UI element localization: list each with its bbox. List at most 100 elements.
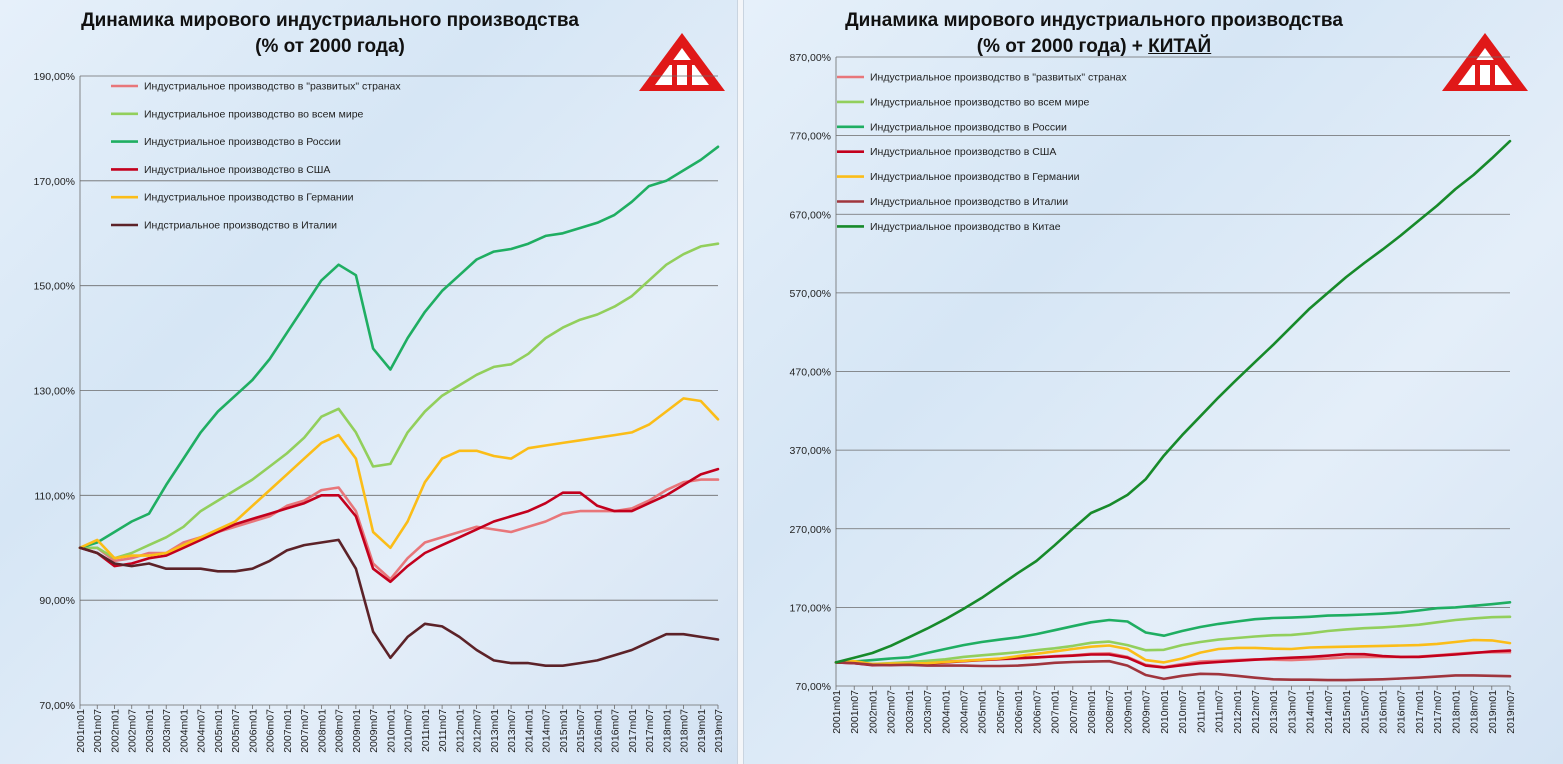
series-line [78, 397, 720, 560]
x-tick-label: 2004m07 [959, 690, 971, 734]
legend-label: Индустриальное производство в Китае [870, 221, 1061, 233]
x-tick-label: 2013m07 [506, 709, 518, 753]
right-chart-title: Динамика мирового индустриального произв… [804, 8, 1384, 60]
x-tick-label: 2013m01 [489, 709, 501, 753]
x-tick-label: 2018m01 [1450, 690, 1462, 734]
x-tick-label: 2005m07 [230, 709, 242, 753]
x-tick-label: 2016m07 [1396, 690, 1408, 734]
x-tick-label: 2007m07 [299, 709, 311, 753]
x-tick-label: 2014m01 [523, 709, 535, 753]
y-tick-label: 150,00% [34, 281, 75, 293]
legend-label: Индустриальное производство в России [870, 121, 1067, 133]
x-tick-label: 2016m01 [1377, 690, 1389, 734]
y-tick-label: 270,00% [790, 524, 831, 536]
y-tick-label: 170,00% [790, 602, 831, 614]
legend-label: Индустриальное производство в "развитых"… [870, 72, 1127, 84]
x-tick-label: 2010m01 [385, 709, 397, 753]
series-line [78, 145, 720, 550]
x-tick-label: 2016m01 [592, 709, 604, 753]
x-tick-label: 2004m01 [178, 709, 190, 753]
right-chart-panel: Динамика мирового индустриального произв… [744, 0, 1563, 764]
x-tick-label: 2012m07 [1250, 690, 1262, 734]
right-chart-title-prefix: (% от 2000 года) + [976, 36, 1149, 57]
x-tick-label: 2018m07 [1469, 690, 1481, 734]
x-tick-label: 2003m01 [904, 690, 916, 734]
y-tick-label: 370,00% [790, 445, 831, 457]
series-line [834, 600, 1512, 664]
x-tick-label: 2003m07 [922, 690, 934, 734]
x-tick-label: 2019m07 [1505, 690, 1517, 734]
x-tick-label: 2008m01 [316, 709, 328, 753]
x-tick-label: 2008m01 [1086, 690, 1098, 734]
x-tick-label: 2007m01 [282, 709, 294, 753]
x-tick-label: 2010m07 [1177, 690, 1189, 734]
x-tick-label: 2008m07 [1104, 690, 1116, 734]
x-tick-label: 2015m07 [1359, 690, 1371, 734]
legend-label: Индустриальное производство в Италии [870, 196, 1068, 208]
legend-label: Индустриальное производство во всем мире [870, 96, 1090, 108]
x-tick-label: 2010m07 [403, 709, 415, 753]
x-tick-label: 2010m01 [1159, 690, 1171, 734]
x-tick-label: 2004m01 [940, 690, 952, 734]
legend-label: Индустриальное производство в Германии [870, 171, 1080, 183]
x-tick-label: 2014m07 [1323, 690, 1335, 734]
x-tick-label: 2018m01 [661, 709, 673, 753]
x-tick-label: 2017m01 [627, 709, 639, 753]
y-tick-label: 870,00% [790, 52, 831, 64]
panel-divider[interactable] [737, 0, 744, 764]
x-tick-label: 2019m07 [713, 709, 725, 753]
x-tick-label: 2007m01 [1050, 690, 1062, 734]
x-tick-label: 2004m07 [196, 709, 208, 753]
series-line [78, 478, 720, 581]
x-tick-label: 2013m07 [1286, 690, 1298, 734]
x-tick-label: 2003m01 [144, 709, 156, 753]
x-tick-label: 2005m07 [995, 690, 1007, 734]
left-chart-title-line2: (% от 2000 года) [255, 36, 405, 57]
series-line [78, 242, 720, 560]
right-chart-title-china: КИТАЙ [1148, 36, 1212, 57]
x-tick-label: 2002m07 [127, 709, 139, 753]
x-tick-label: 2011m01 [420, 709, 432, 752]
left-chart-title-line1: Динамика мирового индустриального произв… [81, 10, 579, 31]
x-tick-label: 2009m07 [368, 709, 380, 753]
x-tick-label: 2016m07 [610, 709, 622, 753]
x-tick-label: 2015m07 [575, 709, 587, 753]
x-tick-label: 2005m01 [977, 690, 989, 734]
legend-label: Индустриальное производство во всем мире [144, 108, 364, 120]
red-triangle-logo-icon [1442, 33, 1528, 91]
x-tick-label: 2003m07 [161, 709, 173, 753]
y-tick-label: 70,00% [39, 700, 75, 712]
legend-label: Индустриальное производство в США [870, 146, 1056, 158]
y-tick-label: 130,00% [34, 386, 75, 398]
x-tick-label: 2002m01 [867, 690, 879, 734]
x-tick-label: 2009m01 [1122, 690, 1134, 734]
y-tick-label: 190,00% [34, 71, 75, 83]
series-line [78, 467, 720, 584]
y-tick-label: 470,00% [790, 367, 831, 379]
x-tick-label: 2009m01 [351, 709, 363, 753]
x-tick-label: 2017m07 [644, 709, 656, 753]
x-tick-label: 2011m07 [437, 709, 449, 752]
x-tick-label: 2001m07 [92, 709, 104, 753]
x-tick-label: 2012m07 [472, 709, 484, 753]
x-tick-label: 2019m01 [1487, 690, 1499, 734]
series-line [78, 538, 720, 668]
y-tick-label: 90,00% [39, 595, 75, 607]
x-tick-label: 2006m07 [265, 709, 277, 753]
x-tick-label: 2012m01 [454, 709, 466, 753]
x-tick-label: 2013m01 [1268, 690, 1280, 734]
legend-label: Индустриальное производство в Германии [144, 192, 354, 204]
x-tick-label: 2015m01 [1341, 690, 1353, 734]
y-tick-label: 670,00% [790, 209, 831, 221]
x-tick-label: 2002m01 [109, 709, 121, 753]
series-line [834, 638, 1512, 666]
x-tick-label: 2012m01 [1232, 690, 1244, 734]
y-tick-label: 70,00% [795, 681, 831, 693]
x-tick-label: 2001m07 [849, 690, 861, 734]
x-tick-label: 2018m07 [679, 709, 691, 753]
right-chart-title-line1: Динамика мирового индустриального произв… [845, 10, 1343, 31]
x-tick-label: 2002m07 [886, 690, 898, 734]
x-tick-label: 2019m01 [696, 709, 708, 753]
legend-label: Индустриальное производство в России [144, 136, 341, 148]
series-line [834, 659, 1512, 682]
